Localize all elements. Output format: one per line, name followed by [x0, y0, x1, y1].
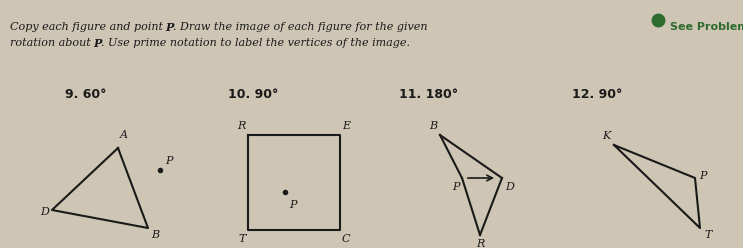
Text: 12. 90°: 12. 90° [572, 88, 623, 101]
Text: B: B [429, 121, 437, 131]
Text: P: P [289, 200, 296, 210]
Text: P: P [93, 38, 101, 49]
Text: D: D [40, 207, 49, 217]
Text: D: D [505, 182, 514, 192]
Text: P: P [165, 22, 173, 33]
Text: P: P [452, 182, 459, 192]
Text: T: T [704, 230, 711, 240]
Text: See Problem 1: See Problem 1 [670, 22, 743, 32]
Text: P: P [699, 171, 707, 181]
Text: . Draw the image of each figure for the given: . Draw the image of each figure for the … [173, 22, 427, 32]
Text: R: R [476, 239, 484, 248]
Text: 9. 60°: 9. 60° [65, 88, 106, 101]
Text: . Use prime notation to label the vertices of the image.: . Use prime notation to label the vertic… [101, 38, 410, 48]
Text: A: A [120, 130, 128, 140]
Text: 10. 90°: 10. 90° [228, 88, 279, 101]
Text: R: R [238, 121, 246, 131]
Text: rotation about: rotation about [10, 38, 94, 48]
Text: E: E [342, 121, 350, 131]
Text: T: T [239, 234, 246, 244]
Text: 11. 180°: 11. 180° [399, 88, 458, 101]
Text: C: C [342, 234, 351, 244]
Text: B: B [151, 230, 159, 240]
Text: K: K [602, 131, 610, 141]
Text: Copy each figure and point: Copy each figure and point [10, 22, 166, 32]
Text: P: P [165, 156, 172, 166]
